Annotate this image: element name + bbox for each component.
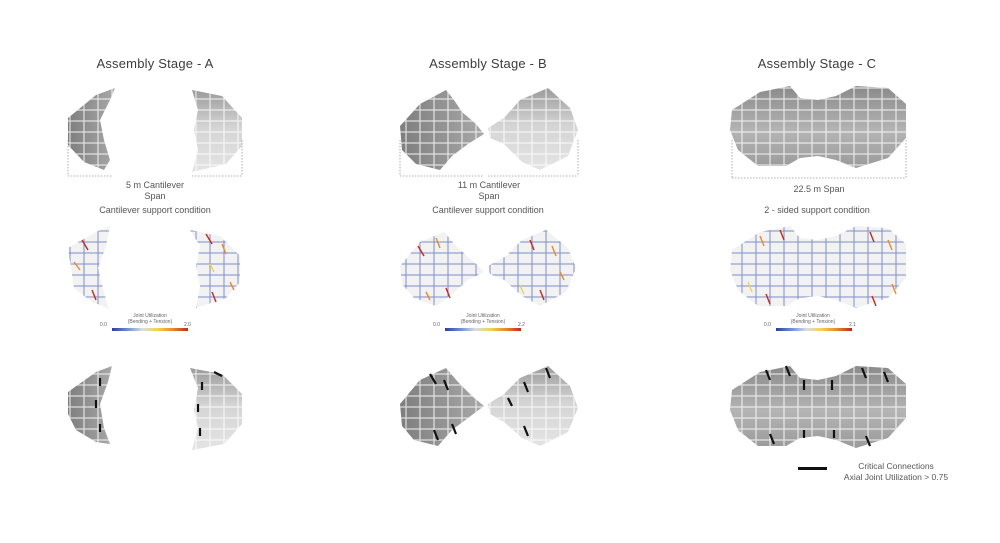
legend-line1: Critical Connections	[858, 461, 934, 471]
stage-b-span-label: 11 m Cantilever Span	[434, 180, 544, 202]
stage-c-colorbar	[776, 328, 852, 331]
stage-a-critical	[68, 366, 242, 450]
stage-a-colorbar-max: 2.0	[184, 322, 191, 328]
stage-c-span-label: 22.5 m Span	[764, 184, 874, 195]
stage-b-span-line1: 11 m Cantilever	[457, 180, 521, 190]
stage-a-span-line1: 5 m Cantilever	[125, 180, 185, 190]
stage-b-critical	[400, 366, 578, 446]
stage-c-colorbar-min: 0.0	[764, 322, 771, 328]
stage-b-utilization	[400, 230, 576, 306]
legend-line2: Axial Joint Utilization > 0.75	[843, 472, 949, 482]
stage-b-colorbar-title-line1: Joint Utilization	[466, 313, 500, 319]
stage-a-colorbar-title: Joint Utilization (Bending + Tension)	[95, 313, 205, 325]
stage-a-colorbar-title-line1: Joint Utilization	[133, 313, 167, 319]
stage-c-geometry	[730, 86, 907, 179]
stage-a-span-line2: Span	[144, 191, 166, 201]
stage-b-span-line2: Span	[478, 191, 500, 201]
stage-b-colorbar-title-line2: (Bending + Tension)	[460, 319, 506, 325]
critical-connection-legend-text: Critical Connections Axial Joint Utiliza…	[836, 461, 956, 483]
stage-a-colorbar-title-line2: (Bending + Tension)	[127, 319, 173, 325]
stage-a-geometry	[67, 88, 243, 177]
stage-b-colorbar	[445, 328, 521, 331]
stage-a-utilization	[68, 226, 240, 308]
stage-c-colorbar-title-line2: (Bending + Tension)	[790, 319, 836, 325]
stage-a-title: Assembly Stage - A	[96, 56, 214, 71]
stage-a-support: Cantilever support condition	[99, 205, 211, 215]
stage-b-colorbar-min: 0.0	[433, 322, 440, 328]
stage-a-span-label: 5 m Cantilever Span	[100, 180, 210, 202]
stage-c-utilization	[730, 226, 906, 308]
stage-c-span-line1: 22.5 m Span	[793, 184, 845, 194]
stage-c-colorbar-title: Joint Utilization (Bending + Tension)	[758, 313, 868, 325]
stage-b-colorbar-title: Joint Utilization (Bending + Tension)	[428, 313, 538, 325]
stage-c-title: Assembly Stage - C	[757, 56, 877, 71]
critical-connection-legend-swatch	[798, 467, 827, 470]
stage-a-colorbar	[112, 328, 188, 331]
stage-b-geometry	[399, 88, 579, 177]
stage-c-colorbar-max: 2.1	[849, 322, 856, 328]
stage-a-colorbar-min: 0.0	[100, 322, 107, 328]
stage-c-support: 2 - sided support condition	[764, 205, 870, 215]
stage-b-colorbar-max: 2.2	[518, 322, 525, 328]
stage-c-critical	[730, 365, 906, 448]
stage-b-title: Assembly Stage - B	[429, 56, 547, 71]
stage-b-support: Cantilever support condition	[432, 205, 544, 215]
stage-c-colorbar-title-line1: Joint Utilization	[796, 313, 830, 319]
